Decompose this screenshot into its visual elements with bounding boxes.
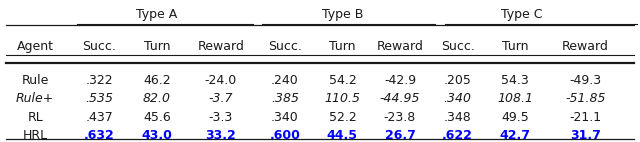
Text: .632: .632	[84, 129, 115, 142]
Text: 54.2: 54.2	[328, 74, 356, 87]
Text: 26.7: 26.7	[385, 129, 415, 142]
Text: -3.3: -3.3	[209, 111, 233, 124]
Text: Turn: Turn	[502, 40, 529, 53]
Text: -44.95: -44.95	[380, 92, 420, 105]
Text: -21.1: -21.1	[570, 111, 602, 124]
Text: 44.5: 44.5	[327, 129, 358, 142]
Text: .622: .622	[442, 129, 473, 142]
Text: Turn: Turn	[329, 40, 356, 53]
Text: 82.0: 82.0	[143, 92, 171, 105]
Text: .240: .240	[271, 74, 299, 87]
Text: 49.5: 49.5	[501, 111, 529, 124]
Text: Reward: Reward	[376, 40, 424, 53]
Text: 31.7: 31.7	[570, 129, 601, 142]
Text: .437: .437	[85, 111, 113, 124]
Text: -23.8: -23.8	[384, 111, 416, 124]
Text: Type A: Type A	[136, 8, 177, 21]
Text: .322: .322	[85, 74, 113, 87]
Text: .348: .348	[444, 111, 472, 124]
Text: Rule: Rule	[22, 74, 49, 87]
Text: 108.1: 108.1	[497, 92, 533, 105]
Text: Succ.: Succ.	[268, 40, 301, 53]
Text: 54.3: 54.3	[501, 74, 529, 87]
Text: 45.6: 45.6	[143, 111, 171, 124]
Text: -24.0: -24.0	[205, 74, 237, 87]
Text: 43.0: 43.0	[141, 129, 172, 142]
Text: Turn: Turn	[143, 40, 170, 53]
Text: 52.2: 52.2	[328, 111, 356, 124]
Text: .600: .600	[269, 129, 300, 142]
Text: 33.2: 33.2	[205, 129, 236, 142]
Text: .385: .385	[271, 92, 299, 105]
Text: .205: .205	[444, 74, 472, 87]
Text: -51.85: -51.85	[565, 92, 606, 105]
Text: 42.7: 42.7	[500, 129, 531, 142]
Text: .535: .535	[85, 92, 113, 105]
Text: -42.9: -42.9	[384, 74, 416, 87]
Text: Rule+: Rule+	[16, 92, 54, 105]
Text: -49.3: -49.3	[570, 74, 602, 87]
Text: .340: .340	[271, 111, 299, 124]
Text: Type C: Type C	[501, 8, 542, 21]
Text: .340: .340	[444, 92, 472, 105]
Text: 110.5: 110.5	[324, 92, 360, 105]
Text: Reward: Reward	[197, 40, 244, 53]
Text: Reward: Reward	[562, 40, 609, 53]
Text: Agent: Agent	[17, 40, 54, 53]
Text: Type B: Type B	[322, 8, 363, 21]
Text: 46.2: 46.2	[143, 74, 171, 87]
Text: RL: RL	[28, 111, 43, 124]
Text: Succ.: Succ.	[83, 40, 116, 53]
Text: HRL: HRL	[22, 129, 48, 142]
Text: -3.7: -3.7	[209, 92, 233, 105]
Text: Succ.: Succ.	[441, 40, 474, 53]
